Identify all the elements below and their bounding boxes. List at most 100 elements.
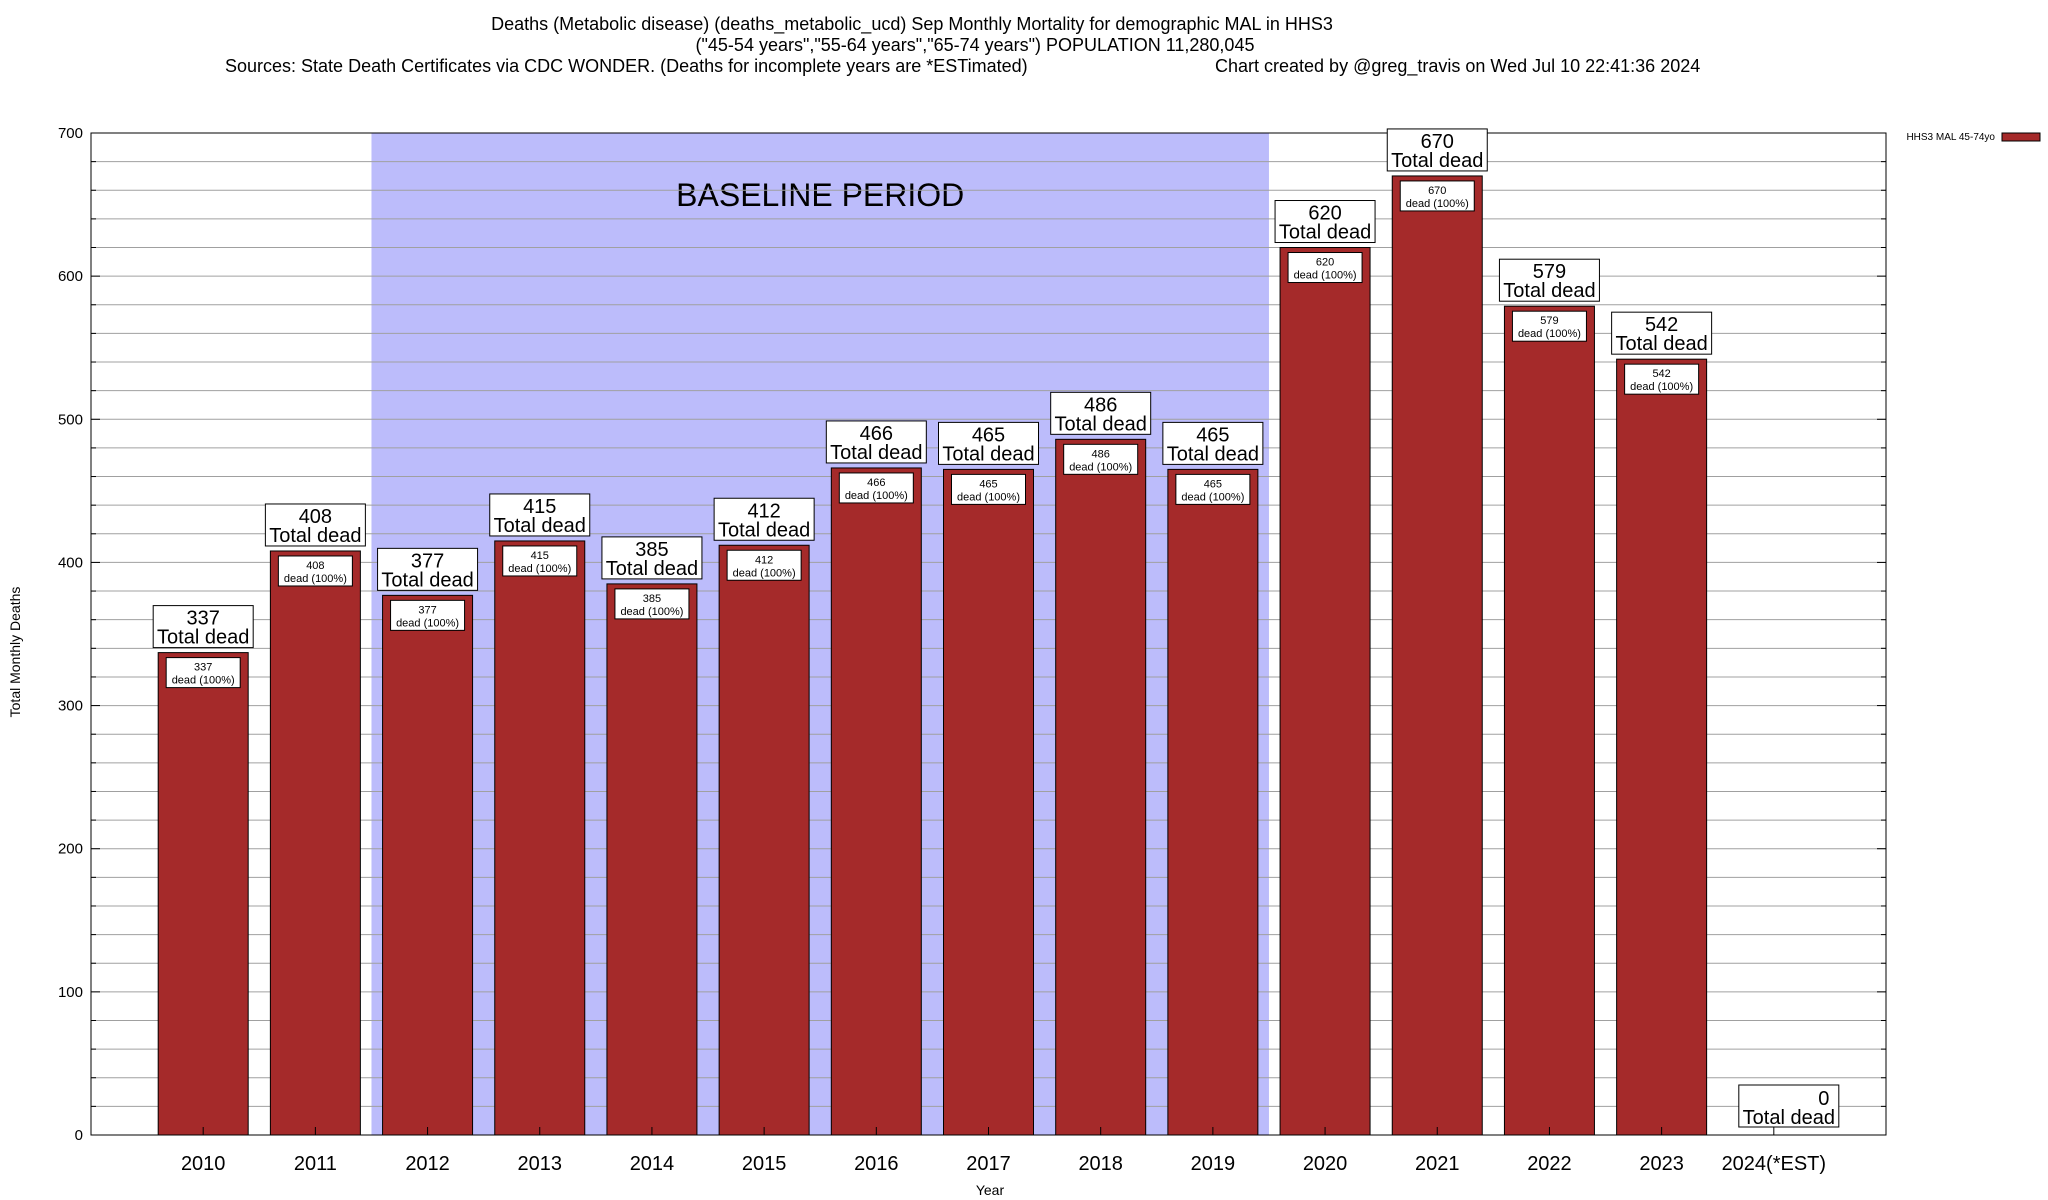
bar-total-label: Total dead bbox=[1279, 222, 1371, 244]
bar-inner-value: 377 bbox=[418, 604, 436, 616]
bar bbox=[269, 550, 361, 1136]
y-tick-label: 100 bbox=[58, 984, 83, 1001]
bar-total-label: Total dead bbox=[157, 627, 249, 649]
bar-total-label-box bbox=[489, 493, 591, 537]
bar-inner-label: dead (100%) bbox=[733, 567, 796, 579]
x-tick-label: 2022 bbox=[1527, 1153, 1572, 1175]
x-axis-label: Year bbox=[976, 1182, 1005, 1198]
bar-total-value: 465 bbox=[1196, 424, 1229, 446]
bar-inner-label-box bbox=[1175, 473, 1251, 505]
bar bbox=[606, 583, 698, 1136]
chart-credit-line: Chart created by @greg_travis on Wed Jul… bbox=[1215, 56, 1700, 77]
bar-inner-value: 412 bbox=[755, 554, 773, 566]
bar-inner-value: 465 bbox=[979, 478, 997, 490]
bar bbox=[1503, 305, 1595, 1136]
x-tick-label: 2021 bbox=[1415, 1153, 1460, 1175]
bar bbox=[718, 544, 810, 1136]
bar-total-label-box bbox=[713, 497, 815, 541]
bar-total-label: Total dead bbox=[494, 515, 586, 537]
bar-total-label-box bbox=[1498, 258, 1600, 302]
bar-total-label: Total dead bbox=[381, 569, 473, 591]
bar-inner-label-box bbox=[1399, 180, 1475, 212]
bar-inner-label-box bbox=[1624, 363, 1700, 395]
bar-inner-label: dead (100%) bbox=[1406, 198, 1469, 210]
bar-inner-value: 620 bbox=[1316, 257, 1334, 269]
bar-inner-label: dead (100%) bbox=[1518, 328, 1581, 340]
bar-total-label: Total dead bbox=[1743, 1107, 1835, 1129]
bar-total-value: 412 bbox=[747, 500, 780, 522]
bar-inner-label: dead (100%) bbox=[1069, 461, 1132, 473]
bar bbox=[1055, 438, 1147, 1136]
bar-total-label-box bbox=[938, 421, 1039, 465]
bar-inner-label: dead (100%) bbox=[1630, 381, 1693, 393]
bar-total-label-box bbox=[1386, 128, 1488, 172]
axes: 0 100 200 300 400 500 600 700 2010 2011 2012 2013 20… bbox=[58, 125, 1886, 1175]
x-tick-label: 2019 bbox=[1191, 1153, 1236, 1175]
y-tick-label: 0 bbox=[75, 1127, 83, 1144]
bar-inner-label-box bbox=[277, 555, 353, 587]
bar-inner-label-box bbox=[1063, 443, 1139, 475]
bar bbox=[1616, 358, 1708, 1136]
bar-inner-value: 542 bbox=[1652, 368, 1670, 380]
bar-total-label-box bbox=[1162, 421, 1264, 465]
bar-total-label-box bbox=[377, 547, 479, 591]
bar-inner-label: dead (100%) bbox=[1294, 270, 1357, 282]
bar-total-value: 486 bbox=[1084, 394, 1117, 416]
bar-inner-value: 486 bbox=[1092, 448, 1110, 460]
y-tick-label: 500 bbox=[58, 411, 83, 428]
x-tick-label: 2014 bbox=[630, 1153, 675, 1175]
bar-inner-label-box bbox=[1511, 310, 1587, 342]
bar-total-value: 408 bbox=[299, 506, 332, 528]
bar-inner-label: dead (100%) bbox=[396, 617, 459, 629]
y-tick-label: 600 bbox=[58, 268, 83, 285]
bar-total-label-box bbox=[601, 536, 703, 580]
chart-sources-line: Sources: State Death Certificates via CD… bbox=[225, 56, 1028, 76]
legend: HHS3 MAL 45-74yo bbox=[1906, 132, 2041, 143]
bar-inner-label: dead (100%) bbox=[508, 563, 571, 575]
x-tick-label: 2012 bbox=[405, 1153, 450, 1175]
bar-total-label: Total dead bbox=[1503, 280, 1595, 302]
chart-title-line-1: Deaths (Metabolic disease) (deaths_metab… bbox=[491, 14, 1333, 35]
bar bbox=[1279, 247, 1371, 1136]
bar-total-label: Total dead bbox=[606, 558, 698, 580]
x-tick-label: 2023 bbox=[1639, 1153, 1684, 1175]
bar-total-label: Total dead bbox=[1391, 150, 1483, 172]
bar-inner-label-box bbox=[614, 588, 690, 620]
x-tick-label: 2016 bbox=[854, 1153, 899, 1175]
bar-total-value: 620 bbox=[1308, 203, 1341, 225]
bar-inner-label-box bbox=[726, 549, 802, 581]
x-tick-label: 2015 bbox=[742, 1153, 787, 1175]
bars bbox=[157, 175, 1708, 1136]
bar-inner-label: dead (100%) bbox=[845, 490, 908, 502]
bar-inner-label: dead (100%) bbox=[1181, 491, 1244, 503]
bar bbox=[830, 467, 922, 1136]
bar bbox=[1391, 175, 1483, 1136]
y-tick-label: 400 bbox=[58, 554, 83, 571]
bar-inner-value: 337 bbox=[194, 662, 212, 674]
bar-total-label: Total dead bbox=[942, 443, 1034, 465]
legend-entry-label: HHS3 MAL 45-74yo bbox=[1906, 132, 1995, 143]
bar-total-label-box bbox=[1611, 311, 1713, 355]
bar-inner-label-box bbox=[1287, 252, 1363, 284]
baseline-period-label: BASELINE PERIOD bbox=[676, 177, 964, 213]
bar-inner-value: 465 bbox=[1204, 478, 1222, 490]
bar-inner-label: dead (100%) bbox=[957, 491, 1020, 503]
y-tick-label: 300 bbox=[58, 698, 83, 715]
y-tick-label: 200 bbox=[58, 841, 83, 858]
bar bbox=[943, 468, 1034, 1136]
bar-inner-label-box bbox=[390, 599, 466, 631]
bar-inner-label: dead (100%) bbox=[620, 606, 683, 618]
bar-total-value: 0 bbox=[1818, 1088, 1829, 1110]
bar-inner-label-box bbox=[165, 657, 241, 689]
bar-total-label-box bbox=[264, 503, 366, 547]
legend-swatch bbox=[2001, 132, 2041, 142]
x-tick-label: 2013 bbox=[518, 1153, 563, 1175]
bar-total-label: Total dead bbox=[1167, 443, 1259, 465]
bar-total-value: 337 bbox=[187, 608, 220, 630]
bar-total-label: Total dead bbox=[269, 525, 361, 547]
bar-inner-value: 415 bbox=[531, 550, 549, 562]
bar-inner-label: dead (100%) bbox=[284, 573, 347, 585]
bar-total-value: 377 bbox=[411, 550, 444, 572]
